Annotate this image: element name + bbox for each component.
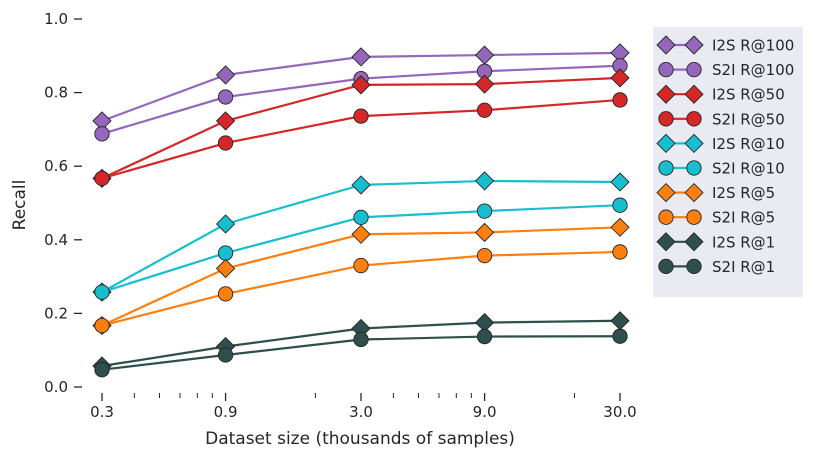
data-point-s2i-r-10 <box>476 203 493 219</box>
data-point-s2i-r-5 <box>217 286 234 302</box>
data-point-s2i-r-1 <box>217 347 234 363</box>
x-tick-label: 9.0 <box>473 403 497 421</box>
y-axis-label: Recall <box>10 180 30 231</box>
axes: 0.0 0.2 0.4 0.6 0.8 1.0 0.3 0.9 3.0 9.0 30.0 <box>44 10 637 421</box>
legend-marker <box>658 209 674 225</box>
legend-label-s2i-r-50: S2I R@50 <box>712 110 785 128</box>
legend-box <box>653 27 803 297</box>
legend-marker <box>686 160 702 176</box>
legend-marker <box>684 232 704 252</box>
data-point-s2i-r-5 <box>353 257 369 274</box>
legend-label-s2i-r-1: S2I R@1 <box>712 258 775 276</box>
legend-marker <box>684 182 704 203</box>
data-point-i2s-r-5 <box>215 258 236 279</box>
data-point-s2i-r-1 <box>612 328 628 344</box>
data-point-s2i-r-10 <box>94 284 110 300</box>
data-point-s2i-r-50 <box>217 135 234 151</box>
data-point-s2i-r-10 <box>217 245 234 261</box>
legend-label-i2s-r-5: I2S R@5 <box>712 184 775 202</box>
legend-marker <box>658 160 674 176</box>
legend-label-i2s-r-100: I2S R@100 <box>712 37 794 55</box>
legend-marker <box>656 133 676 154</box>
data-point-i2s-r-10 <box>351 175 371 195</box>
data-point-s2i-r-5 <box>612 244 628 260</box>
x-tick-label: 30.0 <box>603 403 636 421</box>
y-tick-label: 0.8 <box>44 84 68 102</box>
legend-marker <box>656 182 676 203</box>
data-point-i2s-r-100 <box>351 47 371 67</box>
legend-label-s2i-r-100: S2I R@100 <box>712 61 794 79</box>
data-point-s2i-r-50 <box>476 102 493 118</box>
data-point-s2i-r-10 <box>353 209 369 226</box>
x-axis-label: Dataset size (thousands of samples) <box>205 429 515 449</box>
legend-label-s2i-r-5: S2I R@5 <box>712 209 775 227</box>
data-point-s2i-r-5 <box>476 247 493 264</box>
data-point-i2s-r-5 <box>351 224 371 244</box>
data-point-s2i-r-5 <box>94 317 110 334</box>
data-point-i2s-r-50 <box>351 75 371 95</box>
data-point-s2i-r-100 <box>217 89 234 105</box>
data-point-i2s-r-1 <box>474 312 495 333</box>
legend-marker <box>686 111 702 127</box>
data-point-s2i-r-100 <box>94 126 110 142</box>
data-point-i2s-r-50 <box>215 111 236 131</box>
x-tick-label: 3.0 <box>349 403 373 421</box>
legend-marker <box>658 61 674 78</box>
legend: I2S R@100 S2I R@100 I2S R@50 S2I R@50 I2S R@… <box>653 27 803 297</box>
data-point-s2i-r-50 <box>353 108 369 124</box>
legend-marker <box>658 111 674 127</box>
data-point-i2s-r-100 <box>215 65 236 85</box>
data-point-s2i-r-50 <box>94 170 110 186</box>
y-tick-label: 0.6 <box>44 157 68 175</box>
legend-marker <box>656 84 676 104</box>
data-point-s2i-r-1 <box>94 362 110 378</box>
legend-marker <box>684 84 704 104</box>
data-point-i2s-r-50 <box>474 74 495 94</box>
legend-label-s2i-r-10: S2I R@10 <box>712 160 785 178</box>
legend-marker <box>656 35 676 55</box>
data-point-i2s-r-50 <box>610 68 630 88</box>
data-point-i2s-r-5 <box>610 217 630 237</box>
x-tick-label: 0.9 <box>214 403 238 421</box>
data-point-s2i-r-1 <box>353 331 369 348</box>
data-point-i2s-r-10 <box>474 171 495 191</box>
data-point-i2s-r-10 <box>215 214 236 234</box>
y-tick-label: 0.0 <box>44 378 68 396</box>
data-point-i2s-r-1 <box>610 311 630 331</box>
legend-marker <box>686 258 702 275</box>
x-tick-label: 0.3 <box>90 403 114 421</box>
legend-marker <box>658 258 674 275</box>
legend-label-i2s-r-50: I2S R@50 <box>712 86 785 104</box>
legend-marker <box>684 133 704 154</box>
y-tick-label: 1.0 <box>44 10 68 28</box>
legend-label-i2s-r-10: I2S R@10 <box>712 135 785 153</box>
legend-marker <box>656 232 676 252</box>
data-point-s2i-r-1 <box>476 328 493 345</box>
data-point-i2s-r-5 <box>474 222 495 243</box>
y-tick-label: 0.4 <box>44 231 68 249</box>
legend-label-i2s-r-1: I2S R@1 <box>712 233 775 251</box>
series-markers <box>92 43 630 378</box>
legend-marker <box>684 35 704 55</box>
y-tick-label: 0.2 <box>44 304 68 322</box>
data-point-i2s-r-100 <box>474 45 495 65</box>
legend-marker <box>686 209 702 225</box>
data-point-s2i-r-50 <box>612 92 628 108</box>
data-point-s2i-r-10 <box>612 197 628 213</box>
data-point-i2s-r-10 <box>610 172 630 192</box>
legend-marker <box>686 61 702 78</box>
